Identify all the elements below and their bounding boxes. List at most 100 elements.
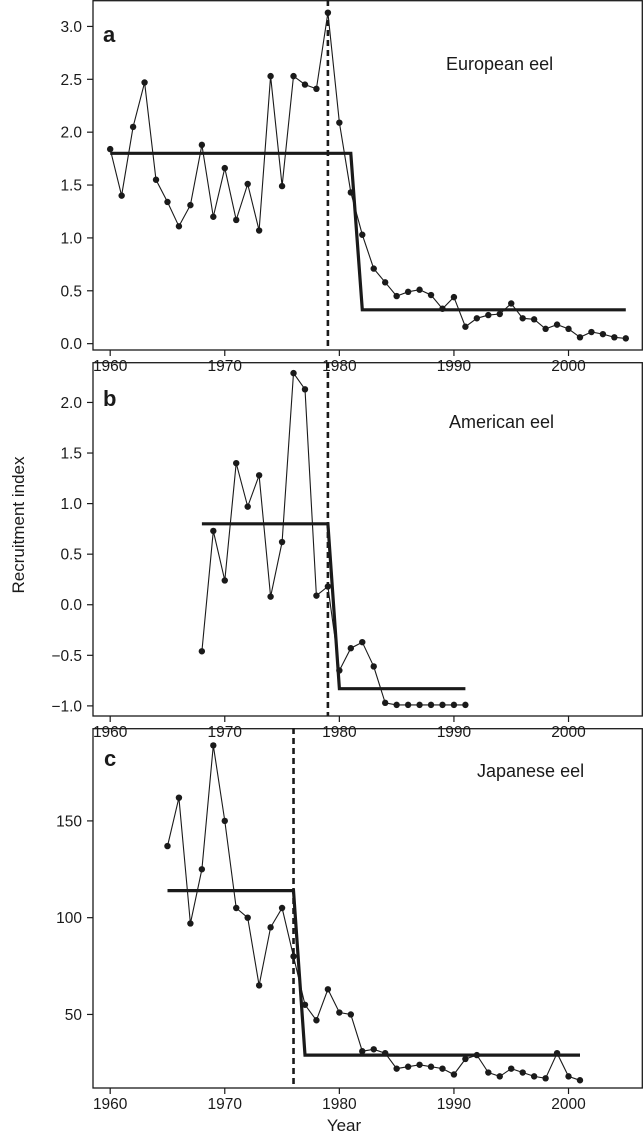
data-point <box>301 81 309 88</box>
step-fit-line <box>167 888 580 1057</box>
data-point <box>473 315 481 322</box>
data-point <box>427 291 435 299</box>
data-point <box>336 1009 343 1016</box>
data-point <box>462 1055 469 1063</box>
x-tick-label: 1960 <box>93 1096 128 1113</box>
y-tick-label: 2.5 <box>60 72 82 89</box>
data-point <box>519 315 526 322</box>
x-tick-label: 1990 <box>437 358 472 375</box>
data-point <box>450 1071 458 1078</box>
x-tick-label: 1990 <box>437 1096 472 1113</box>
data-point <box>553 1049 561 1057</box>
x-tick-label: 1960 <box>93 358 128 375</box>
data-point <box>164 198 171 206</box>
data-point <box>301 1001 309 1008</box>
species-label: Japanese eel <box>477 761 584 781</box>
data-point <box>336 667 343 674</box>
data-point <box>622 335 630 342</box>
data-point <box>404 288 412 296</box>
data-point <box>187 920 194 927</box>
x-tick-label: 2000 <box>551 724 586 741</box>
data-point <box>370 1046 377 1053</box>
data-point <box>347 189 355 196</box>
data-point <box>198 648 206 655</box>
data-point <box>565 325 572 333</box>
y-tick-label: 2.0 <box>60 125 82 142</box>
recruitment-series-line <box>201 371 466 706</box>
panel-a-european-eel: a European eel 1960 1970 1980 1990 20000.00.… <box>60 0 643 375</box>
data-point <box>347 1011 355 1018</box>
plot-frame <box>92 0 643 351</box>
data-point <box>393 701 400 709</box>
data-point <box>370 265 377 272</box>
step-fit-line <box>110 151 626 312</box>
data-point <box>324 583 332 590</box>
data-point <box>267 72 274 80</box>
data-point <box>565 1073 572 1080</box>
data-point <box>381 279 389 286</box>
data-point <box>118 192 125 199</box>
data-point <box>416 1061 423 1068</box>
data-point <box>359 1048 366 1055</box>
y-tick-label: 100 <box>56 910 82 927</box>
data-point <box>508 1065 515 1072</box>
y-axis-title: Recruitment index <box>9 456 28 594</box>
data-point <box>255 472 263 479</box>
y-tick-label: 0.5 <box>60 283 82 300</box>
data-point <box>244 180 251 188</box>
data-point <box>439 305 446 312</box>
data-point <box>450 701 458 709</box>
data-point <box>324 986 332 993</box>
data-point <box>588 328 595 336</box>
y-tick-label: 2.0 <box>60 395 82 412</box>
species-label: American eel <box>449 412 554 432</box>
data-point <box>210 742 217 749</box>
data-point <box>404 1063 412 1070</box>
panel-c-japanese-eel: c Japanese eel 1960 1970 1980 1990 2000 50 100… <box>56 728 643 1113</box>
data-point <box>381 699 389 707</box>
data-point <box>530 1073 538 1080</box>
step-fit-line <box>201 522 466 691</box>
data-point <box>381 1049 389 1057</box>
data-point <box>450 293 458 301</box>
data-point <box>462 323 469 330</box>
data-point <box>255 227 263 234</box>
y-tick-label: 1.0 <box>60 496 82 513</box>
y-tick-label: 1.5 <box>60 446 82 463</box>
data-point <box>576 334 584 341</box>
data-point <box>221 577 228 584</box>
data-point <box>255 982 263 989</box>
data-point <box>313 1017 320 1024</box>
data-point <box>221 164 228 172</box>
data-point <box>416 701 423 709</box>
recruitment-series-line <box>166 745 581 1081</box>
data-point <box>508 300 515 307</box>
data-point <box>290 953 297 960</box>
data-point <box>359 638 366 646</box>
data-point <box>210 213 217 220</box>
data-point <box>198 141 206 149</box>
data-point <box>393 292 400 300</box>
data-point <box>336 119 343 126</box>
data-point <box>175 794 183 801</box>
data-point <box>404 701 412 709</box>
x-tick-label: 1970 <box>208 1096 243 1113</box>
data-point <box>416 286 423 293</box>
y-tick-label: 0.0 <box>60 336 82 353</box>
plot-frame <box>92 728 643 1089</box>
x-tick-label: 1980 <box>322 724 357 741</box>
data-point <box>313 592 320 599</box>
panel-letter: b <box>103 386 116 411</box>
data-point <box>473 1051 481 1059</box>
data-point <box>210 527 217 535</box>
y-tick-label: 1.0 <box>60 230 82 247</box>
data-point <box>233 904 240 912</box>
data-point <box>496 1073 503 1080</box>
data-point <box>313 85 320 93</box>
data-point <box>244 503 251 510</box>
data-point <box>152 176 160 183</box>
data-point <box>290 72 297 80</box>
data-point <box>439 701 446 709</box>
data-point <box>427 1063 435 1070</box>
data-point <box>485 1069 492 1076</box>
